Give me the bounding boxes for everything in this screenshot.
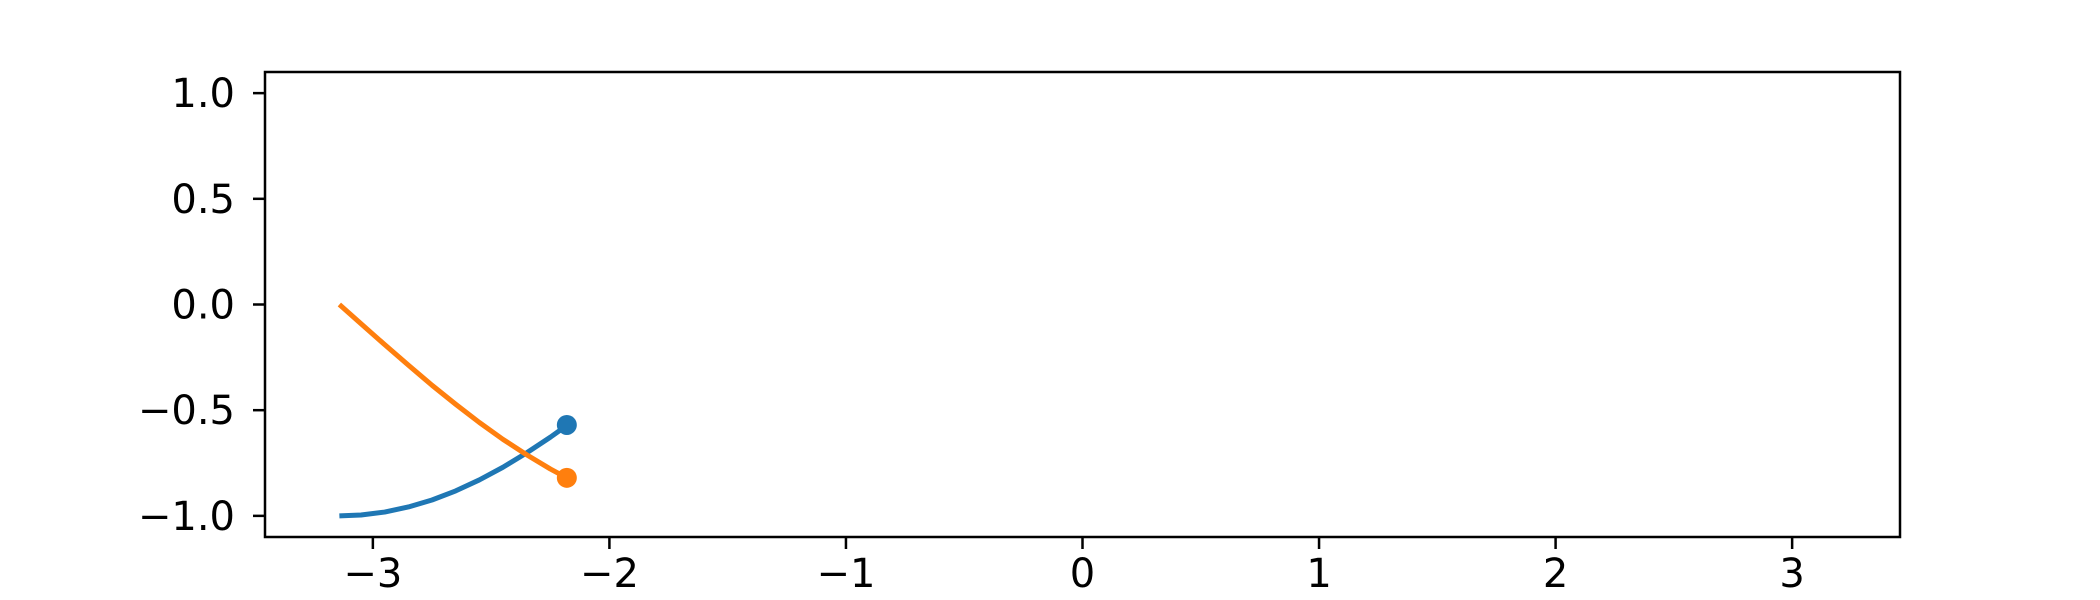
point-marker-2 [556, 467, 577, 488]
x-tick-label: 3 [1779, 551, 1804, 597]
y-tick-label: 0.5 [171, 177, 235, 223]
y-tick-label: 1.0 [171, 71, 235, 117]
point-marker-1 [556, 414, 577, 435]
y-tick-label: 0.0 [171, 283, 235, 329]
points-layer [556, 414, 577, 488]
series-layer [337, 302, 564, 519]
plot-area [265, 72, 1900, 537]
series-line-2 [337, 302, 564, 478]
y-axis: 1.0 0.5 0.0 −0.5 −1.0 [138, 71, 265, 540]
x-axis: −3 −2 −1 0 1 2 3 [343, 537, 1805, 597]
x-tick-label: 2 [1543, 551, 1568, 597]
y-tick-label: −1.0 [138, 494, 235, 540]
y-tick-label: −0.5 [138, 388, 235, 434]
x-tick-label: −2 [580, 551, 639, 597]
x-tick-label: 0 [1070, 551, 1095, 597]
x-tick-label: −3 [343, 551, 402, 597]
x-tick-label: 1 [1306, 551, 1331, 597]
x-tick-label: −1 [816, 551, 875, 597]
series-line-1 [339, 426, 564, 519]
